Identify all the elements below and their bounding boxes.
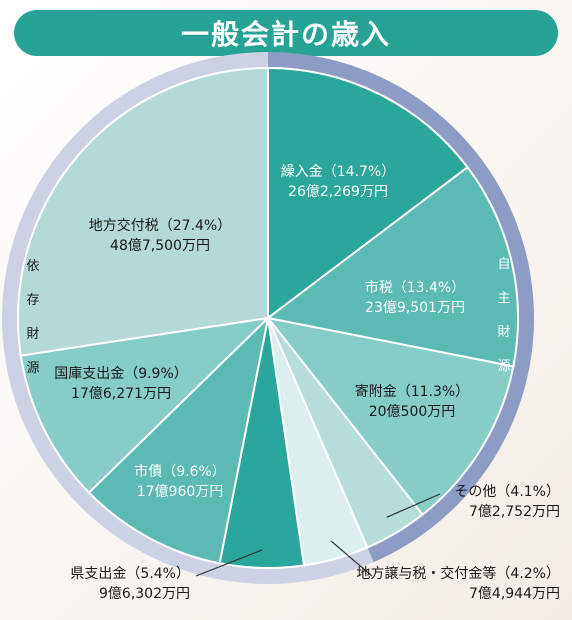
slice-amount: 20億500万円 — [369, 404, 456, 420]
slice-label: 繰入金（14.7%） — [281, 164, 395, 180]
group-label-char: 財 — [497, 325, 510, 340]
leader-line — [386, 493, 441, 518]
group-label-char: 自 — [497, 257, 510, 272]
group-label-char: 存 — [26, 293, 39, 308]
pie-slice — [265, 316, 515, 516]
slice-amount: 17億6,271万円 — [71, 386, 171, 402]
slice-label: 地方譲与税・交付金等（4.2%） — [356, 565, 560, 582]
slice-label: 寄附金（11.3%） — [355, 383, 469, 400]
pie-slice — [265, 165, 519, 368]
group-label-char: 依 — [26, 259, 39, 274]
slice-label: 国庫支出金（9.9%） — [54, 365, 188, 382]
leader-line — [195, 549, 263, 577]
pie-slice — [87, 315, 270, 565]
slice-amount: 48億7,500万円 — [110, 238, 210, 254]
slice-amount: 9億6,302万円 — [99, 586, 190, 602]
pie-slice — [17, 66, 269, 357]
slice-label: 市債（9.6%） — [134, 463, 226, 480]
group-label-char: 財 — [26, 327, 39, 342]
slice-label: 県支出金（5.4%） — [70, 566, 190, 582]
slice-amount: 7億2,752万円 — [469, 504, 560, 520]
slice-label: 市税（13.4%） — [365, 279, 465, 296]
pie-slice — [19, 316, 271, 494]
chart-title: 一般会計の歳入 — [180, 18, 391, 51]
group-label-char: 主 — [497, 291, 510, 306]
slice-amount: 23億9,501万円 — [365, 300, 465, 316]
pie-slice — [267, 66, 469, 321]
group-label-char: 源 — [26, 361, 39, 376]
slice-amount: 7億4,944万円 — [469, 586, 560, 602]
slice-amount: 17億960万円 — [137, 484, 224, 500]
group-label-char: 源 — [497, 359, 510, 374]
slice-amount: 26億2,269万円 — [288, 184, 388, 200]
leader-line — [330, 540, 373, 577]
slice-label: その他（4.1%） — [454, 484, 560, 500]
slice-label: 地方交付税（27.4%） — [89, 217, 231, 234]
title-banner: 一般会計の歳入 — [14, 10, 558, 56]
slice-layer — [17, 66, 519, 569]
leader-layer — [195, 493, 441, 577]
